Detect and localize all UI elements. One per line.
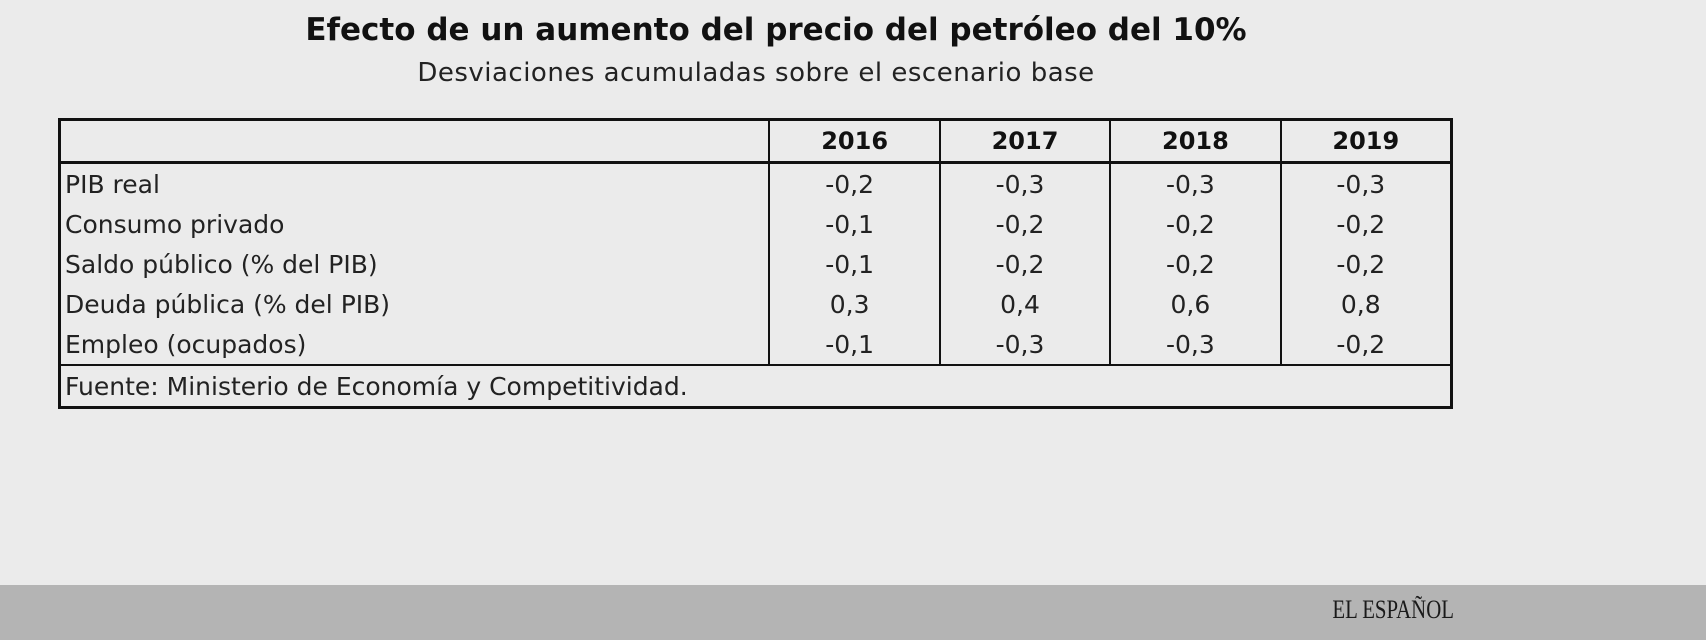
page-title: Efecto de un aumento del precio del petr… <box>305 12 1247 48</box>
table-row: Saldo público (% del PIB) -0,1 -0,2 -0,2 -0,… <box>60 244 1452 284</box>
row-label: PIB real <box>65 169 160 199</box>
table-row: Empleo (ocupados) -0,1 -0,3 -0,3 -0,2 <box>60 324 1452 365</box>
column-header-2017: 2017 <box>938 119 1111 164</box>
table-row: Consumo privado -0,1 -0,2 -0,2 -0,2 <box>60 204 1452 244</box>
cell-value: -0,1 <box>768 244 940 284</box>
row-label: Deuda pública (% del PIB) <box>65 289 391 319</box>
cell-value: -0,2 <box>1109 244 1281 284</box>
cell-value: 0,3 <box>768 284 940 324</box>
cell-value: -0,2 <box>1279 324 1452 365</box>
cell-value: -0,2 <box>768 162 940 204</box>
cell-value: -0,1 <box>768 324 940 365</box>
cell-value: -0,3 <box>938 324 1111 365</box>
table-row: PIB real -0,2 -0,3 -0,3 -0,3 <box>60 162 1452 204</box>
cell-value: -0,2 <box>1279 204 1452 244</box>
cell-value: -0,3 <box>1279 162 1452 204</box>
column-header-2016: 2016 <box>768 119 940 164</box>
data-table: 2016 2017 2018 2019 PIB real -0,2 -0,3 -0,3… <box>58 118 1453 409</box>
cell-value: 0,4 <box>938 284 1111 324</box>
row-label: Empleo (ocupados) <box>65 329 307 359</box>
cell-value: -0,2 <box>938 244 1111 284</box>
cell-value: -0,2 <box>938 204 1111 244</box>
column-header-2019: 2019 <box>1279 119 1452 164</box>
column-header-label <box>59 119 770 164</box>
source-note: Fuente: Ministerio de Economía y Competi… <box>58 364 1452 408</box>
cell-value: -0,2 <box>1109 204 1281 244</box>
row-label: Saldo público (% del PIB) <box>65 249 378 279</box>
table-header-row: 2016 2017 2018 2019 <box>59 119 1452 164</box>
cell-value: -0,2 <box>1279 244 1452 284</box>
cell-value: -0,3 <box>938 162 1111 204</box>
cell-value: -0,3 <box>1109 162 1281 204</box>
cell-value: -0,1 <box>768 204 940 244</box>
brand-logo: EL ESPAÑOL <box>1332 595 1454 624</box>
footer-bar: EL ESPAÑOL <box>0 585 1706 640</box>
cell-value: -0,3 <box>1109 324 1281 365</box>
table-row: Deuda pública (% del PIB) 0,3 0,4 0,6 0,8 <box>60 284 1452 324</box>
row-label: Consumo privado <box>65 209 285 239</box>
source-row: Fuente: Ministerio de Economía y Competi… <box>58 364 1452 408</box>
column-header-2018: 2018 <box>1109 119 1281 164</box>
cell-value: 0,8 <box>1279 284 1452 324</box>
cell-value: 0,6 <box>1109 284 1281 324</box>
page-subtitle: Desviaciones acumuladas sobre el escenar… <box>417 58 1095 88</box>
